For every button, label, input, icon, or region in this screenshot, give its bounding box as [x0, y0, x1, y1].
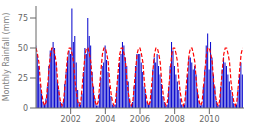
svg-text:25: 25 [18, 74, 28, 83]
svg-text:2008: 2008 [164, 115, 184, 124]
svg-text:0: 0 [23, 104, 28, 113]
svg-text:2010: 2010 [199, 115, 219, 124]
svg-text:75: 75 [18, 14, 28, 23]
svg-text:2002: 2002 [60, 115, 80, 124]
svg-text:50: 50 [18, 44, 28, 53]
svg-text:2006: 2006 [130, 115, 150, 124]
svg-text:2004: 2004 [95, 115, 115, 124]
svg-text:Monthly Rainfall (mm): Monthly Rainfall (mm) [8, 13, 11, 102]
